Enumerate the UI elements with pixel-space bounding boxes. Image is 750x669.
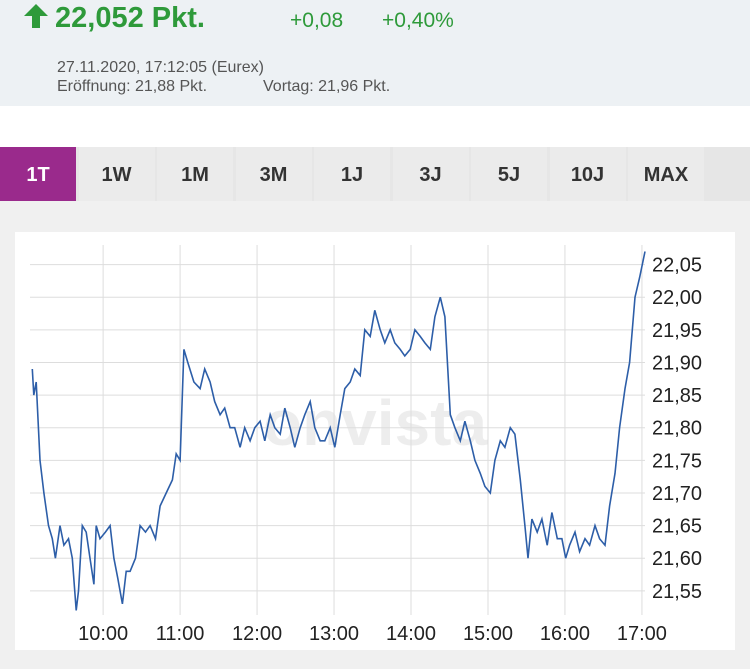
spacer xyxy=(0,106,750,147)
y-tick-label: 21,60 xyxy=(652,548,702,570)
up-arrow xyxy=(24,4,48,28)
previous: Vortag: 21,96 Pkt. xyxy=(263,78,391,95)
x-tick-label: 10:00 xyxy=(78,623,128,645)
range-tab[interactable]: 1M xyxy=(157,147,233,201)
price-line xyxy=(31,251,646,611)
x-tick-label: 11:00 xyxy=(156,623,205,645)
range-tab[interactable]: 1J xyxy=(314,147,390,201)
x-tick-label: 14:00 xyxy=(386,623,436,645)
y-tick-label: 21,90 xyxy=(652,352,702,374)
range-tab[interactable]: 1W xyxy=(78,147,155,201)
y-tick-label: 21,55 xyxy=(652,581,702,603)
y-tick-label: 21,70 xyxy=(652,483,702,505)
x-tick-label: 12:00 xyxy=(232,623,282,645)
y-tick-label: 22,00 xyxy=(652,287,702,309)
change-pct: +0,40% xyxy=(382,9,454,32)
x-tick-label: 15:00 xyxy=(463,623,513,645)
x-tick-label: 17:00 xyxy=(617,623,667,645)
y-tick-label: 21,85 xyxy=(652,385,702,407)
change-abs: +0,08 xyxy=(290,9,344,32)
range-tab[interactable]: 10J xyxy=(549,147,626,201)
y-tick-label: 21,75 xyxy=(652,450,702,472)
quote-header: 22,052 Pkt. +0,08 +0,40% 27.11.2020, 17:… xyxy=(0,0,750,106)
x-tick-label: 13:00 xyxy=(309,623,359,645)
y-tick-label: 22,05 xyxy=(652,255,702,277)
range-tab[interactable]: MAX xyxy=(628,147,704,201)
y-tick-label: 21,65 xyxy=(652,516,702,538)
timestamp: 27.11.2020, 17:12:05 (Eurex) xyxy=(57,59,264,76)
range-tab[interactable]: 3M xyxy=(235,147,312,201)
price: 22,052 Pkt. xyxy=(55,2,205,34)
x-tick-label: 16:00 xyxy=(540,623,590,645)
y-tick-label: 21,80 xyxy=(652,418,702,440)
y-tick-label: 21,95 xyxy=(652,320,702,342)
range-tab[interactable]: 5J xyxy=(471,147,547,201)
opening: Eröffnung: 21,88 Pkt. xyxy=(57,78,208,95)
range-tabs: 1T 1W 1M 3M 1J 3J 5J 10J MAX xyxy=(0,147,750,201)
range-tab[interactable]: 3J xyxy=(392,147,469,201)
chart-panel xyxy=(15,232,735,650)
range-tab[interactable]: 1T xyxy=(0,147,76,201)
